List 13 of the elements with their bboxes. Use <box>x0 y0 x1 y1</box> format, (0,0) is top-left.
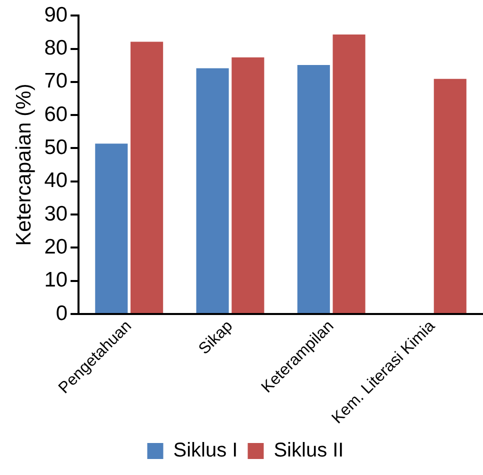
y-tick-label: 80 <box>44 36 68 60</box>
y-tick-label: 70 <box>44 70 68 93</box>
y-tick-label: 60 <box>44 102 68 126</box>
y-tick-label: 0 <box>56 302 68 325</box>
y-axis-title: Ketercapaian (%) <box>12 84 36 246</box>
y-tick-label: 30 <box>44 202 68 226</box>
legend-label: Siklus I <box>173 440 238 462</box>
y-tick-label: 10 <box>44 268 68 292</box>
y-tick-label: 20 <box>44 235 68 258</box>
y-tick-label: 90 <box>44 3 68 26</box>
y-tick-label: 40 <box>44 169 68 192</box>
legend-label: Siklus II <box>274 440 344 462</box>
y-tick-label: 50 <box>44 136 68 160</box>
